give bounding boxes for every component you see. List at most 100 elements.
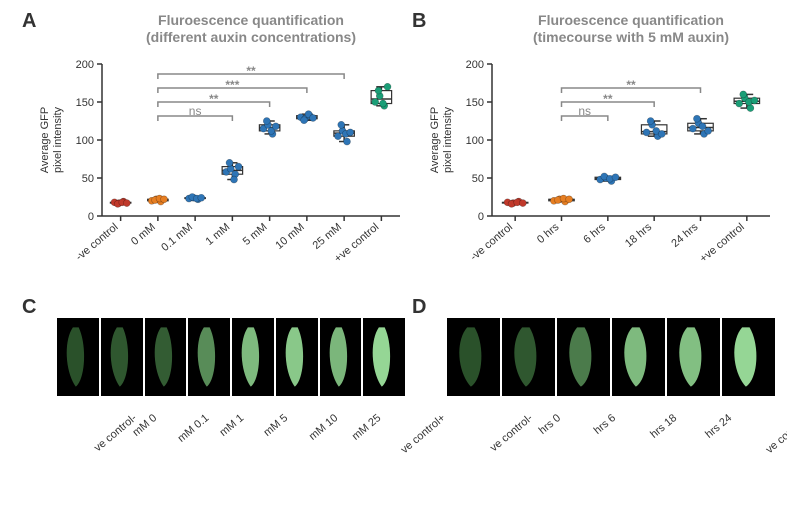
data-point bbox=[310, 114, 317, 121]
data-point bbox=[740, 91, 747, 98]
data-point bbox=[658, 130, 665, 137]
fluorescence-image bbox=[363, 318, 405, 396]
chart-A: 0 50 100 150 200 Average GFPpixel intensity -v… bbox=[30, 8, 410, 278]
x-tick-label: 6 hrs bbox=[581, 221, 608, 246]
data-point bbox=[375, 87, 382, 94]
chart-title-B: Fluroescence quantification(timecourse w… bbox=[492, 12, 770, 46]
data-point bbox=[643, 129, 650, 136]
y-tick-label: 0 bbox=[88, 211, 94, 223]
significance-label: ns bbox=[578, 104, 591, 118]
fluorescence-image bbox=[232, 318, 274, 396]
image-label: -ve control bbox=[92, 412, 139, 454]
data-point bbox=[235, 163, 242, 170]
x-tick-label: +ve control bbox=[698, 221, 747, 265]
panel-label-A: A bbox=[22, 10, 36, 33]
chart-title-A: Fluroescence quantification(different au… bbox=[102, 12, 400, 46]
x-tick-label: -ve control bbox=[73, 221, 120, 263]
data-point bbox=[372, 99, 379, 106]
y-tick-label: 150 bbox=[466, 97, 484, 109]
x-tick-label: 18 hrs bbox=[623, 221, 655, 250]
fluorescence-image bbox=[188, 318, 230, 396]
data-point bbox=[751, 97, 758, 104]
fluorescence-image bbox=[502, 318, 555, 396]
data-point bbox=[301, 117, 308, 124]
x-tick-label: 0.1 mM bbox=[159, 221, 195, 254]
fluorescence-image bbox=[447, 318, 500, 396]
y-tick-label: 200 bbox=[76, 59, 94, 71]
significance-label: ** bbox=[626, 78, 636, 92]
fluorescence-image bbox=[722, 318, 775, 396]
data-point bbox=[380, 100, 387, 107]
x-tick-label: 0 mM bbox=[129, 221, 158, 248]
fluorescence-image bbox=[667, 318, 720, 396]
x-tick-label: 5 mM bbox=[241, 221, 270, 248]
significance-label: ** bbox=[209, 92, 219, 106]
y-tick-label: 200 bbox=[466, 59, 484, 71]
significance-label: *** bbox=[225, 78, 239, 92]
image-label: 0.1 mM bbox=[176, 412, 212, 445]
fluorescence-image bbox=[612, 318, 665, 396]
y-tick-label: 50 bbox=[82, 173, 94, 185]
image-label: 6 hrs bbox=[592, 412, 618, 437]
data-point bbox=[123, 200, 130, 207]
chart-title-line: Fluroescence quantification bbox=[492, 12, 770, 29]
y-axis-label: Average GFPpixel intensity bbox=[39, 106, 64, 173]
y-tick-label: 100 bbox=[466, 135, 484, 147]
fluorescence-image bbox=[320, 318, 362, 396]
fluorescence-image bbox=[276, 318, 318, 396]
image-label: 1 mM bbox=[218, 412, 247, 439]
panel-label-D: D bbox=[412, 296, 426, 319]
y-axis-label: Average GFPpixel intensity bbox=[429, 106, 454, 173]
data-point bbox=[226, 159, 233, 166]
data-point bbox=[705, 127, 712, 134]
y-tick-label: 50 bbox=[472, 173, 484, 185]
chart-title-line: Fluroescence quantification bbox=[102, 12, 400, 29]
fluorescence-image bbox=[557, 318, 610, 396]
data-point bbox=[272, 123, 279, 130]
data-point bbox=[198, 194, 205, 201]
data-point bbox=[347, 129, 354, 136]
y-tick-label: 0 bbox=[478, 211, 484, 223]
data-point bbox=[566, 196, 573, 203]
data-point bbox=[161, 196, 168, 203]
data-point bbox=[519, 200, 526, 207]
image-label: 0 hrs bbox=[537, 412, 563, 437]
panel-label-C: C bbox=[22, 296, 36, 319]
image-label: 10 mM bbox=[307, 412, 340, 443]
image-label: 25 mM bbox=[350, 412, 383, 443]
data-point bbox=[338, 121, 345, 128]
x-tick-label: 25 mM bbox=[311, 221, 344, 252]
fluorescence-image bbox=[57, 318, 99, 396]
fluorescence-image bbox=[145, 318, 187, 396]
image-label: 5 mM bbox=[261, 412, 290, 439]
data-point bbox=[263, 118, 270, 125]
image-label: +ve control bbox=[764, 412, 787, 456]
x-tick-label: 0 hrs bbox=[535, 221, 562, 246]
data-point bbox=[231, 176, 238, 183]
x-tick-label: 10 mM bbox=[273, 221, 306, 252]
y-tick-label: 150 bbox=[76, 97, 94, 109]
data-point bbox=[343, 138, 350, 145]
significance-label: ** bbox=[246, 64, 256, 78]
data-point bbox=[647, 118, 654, 125]
image-label: -ve control bbox=[488, 412, 535, 454]
chart-title-line: (different auxin concentrations) bbox=[102, 29, 400, 46]
y-tick-label: 100 bbox=[76, 135, 94, 147]
chart-title-line: (timecourse with 5 mM auxin) bbox=[492, 29, 770, 46]
x-tick-label: -ve control bbox=[468, 221, 515, 263]
data-point bbox=[612, 174, 619, 181]
significance-label: ns bbox=[189, 104, 202, 118]
chart-B: 0 50 100 150 200 Average GFPpixel intensity -v… bbox=[420, 8, 780, 278]
data-point bbox=[689, 125, 696, 132]
panel-label-B: B bbox=[412, 10, 426, 33]
image-label: 24 hrs bbox=[703, 412, 734, 441]
image-label: +ve control bbox=[399, 412, 448, 456]
x-tick-label: 24 hrs bbox=[669, 221, 701, 250]
data-point bbox=[736, 100, 743, 107]
fluorescence-image bbox=[101, 318, 143, 396]
image-label: 18 hrs bbox=[648, 412, 679, 441]
significance-label: ** bbox=[603, 92, 613, 106]
x-tick-label: 1 mM bbox=[204, 221, 233, 248]
data-point bbox=[693, 115, 700, 122]
data-point bbox=[384, 83, 391, 90]
